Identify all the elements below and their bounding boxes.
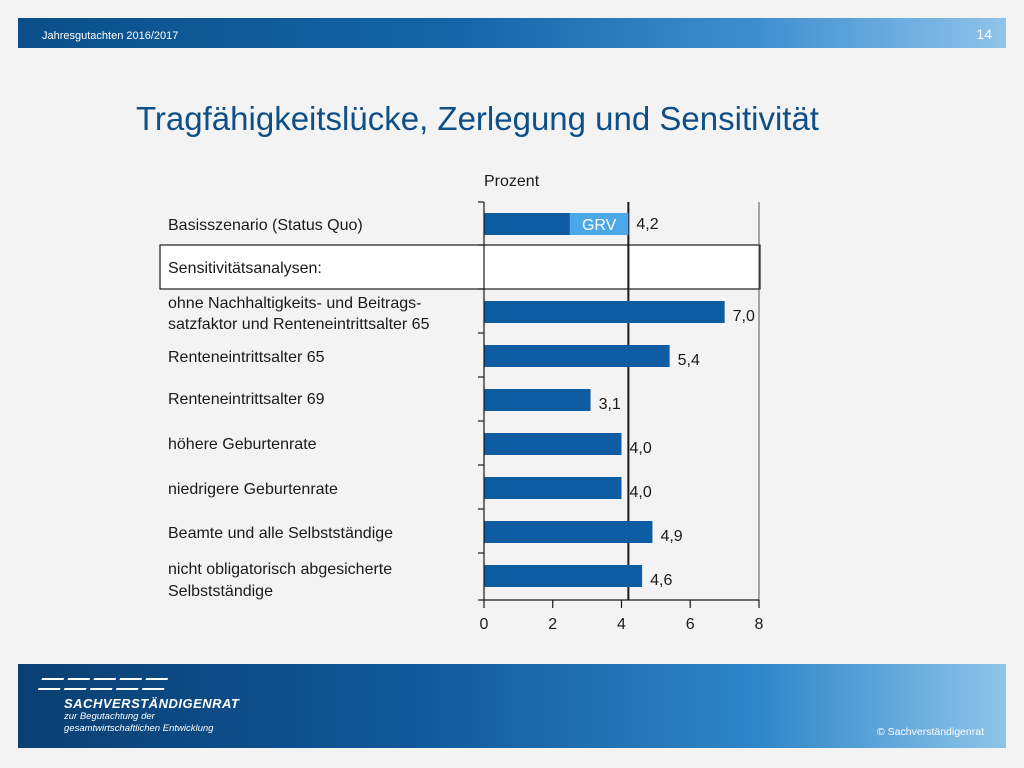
logo-stripes-icon [37, 678, 239, 690]
x-tick-label: 4 [617, 616, 626, 633]
bar [484, 345, 670, 367]
report-subtitle: Jahresgutachten 2016/2017 [42, 30, 179, 42]
category-label: niedrigere Geburtenrate [168, 481, 338, 498]
bar-inner-label-grv: GRV [582, 217, 617, 234]
footer-bar: SACHVERSTÄNDIGENRAT zur Begutachtung der… [18, 664, 1006, 748]
data-label: 4,6 [650, 572, 672, 589]
category-label: satzfaktor und Renteneintrittsalter 65 [168, 316, 430, 333]
x-tick-label: 0 [480, 616, 489, 633]
data-label: 5,4 [678, 352, 700, 369]
page-number: 14 [976, 26, 992, 42]
data-label: 3,1 [599, 396, 621, 413]
bar [484, 301, 725, 323]
copyright: © Sachverständigenrat [877, 726, 984, 738]
org-line-1: zur Begutachtung der [64, 711, 155, 722]
bar [484, 433, 622, 455]
x-tick-label: 8 [755, 616, 764, 633]
data-label: 4,0 [630, 440, 652, 457]
category-label: Renteneintrittsalter 69 [168, 391, 325, 408]
category-label: ohne Nachhaltigkeits- und Beitrags- [168, 295, 421, 312]
bar [484, 389, 591, 411]
sachverstaendigenrat-logo: SACHVERSTÄNDIGENRAT zur Begutachtung der… [37, 678, 240, 735]
org-name: SACHVERSTÄNDIGENRAT [64, 696, 240, 711]
bar [484, 565, 643, 587]
section-label: Sensitivitätsanalysen: [168, 260, 322, 277]
category-label: Renteneintrittsalter 65 [168, 349, 325, 366]
data-label: 7,0 [733, 308, 755, 325]
category-label: Basisszenario (Status Quo) [168, 217, 363, 234]
data-label: 4,9 [660, 528, 682, 545]
section-band [159, 244, 761, 290]
category-label: nicht obligatorisch abgesicherte [168, 561, 392, 578]
axis-unit-label: Prozent [484, 173, 540, 190]
data-label: 4,0 [630, 484, 652, 501]
org-line-2: gesamtwirtschaftlichen Entwicklung [64, 723, 214, 734]
category-label: höhere Geburtenrate [168, 436, 317, 453]
bar-basis-main [484, 213, 570, 235]
x-tick-label: 2 [548, 616, 557, 633]
x-tick-label: 6 [686, 616, 695, 633]
bar [484, 477, 622, 499]
bar-basis-grv [569, 213, 629, 235]
category-label: Selbstständige [168, 583, 273, 600]
slide-title: Tragfähigkeitslücke, Zerlegung und Sensi… [136, 100, 819, 137]
category-label: Beamte und alle Selbstständige [168, 525, 393, 542]
header-bar: Jahresgutachten 2016/2017 14 [18, 18, 1006, 48]
data-label: 4,2 [636, 216, 658, 233]
bar [484, 521, 653, 543]
